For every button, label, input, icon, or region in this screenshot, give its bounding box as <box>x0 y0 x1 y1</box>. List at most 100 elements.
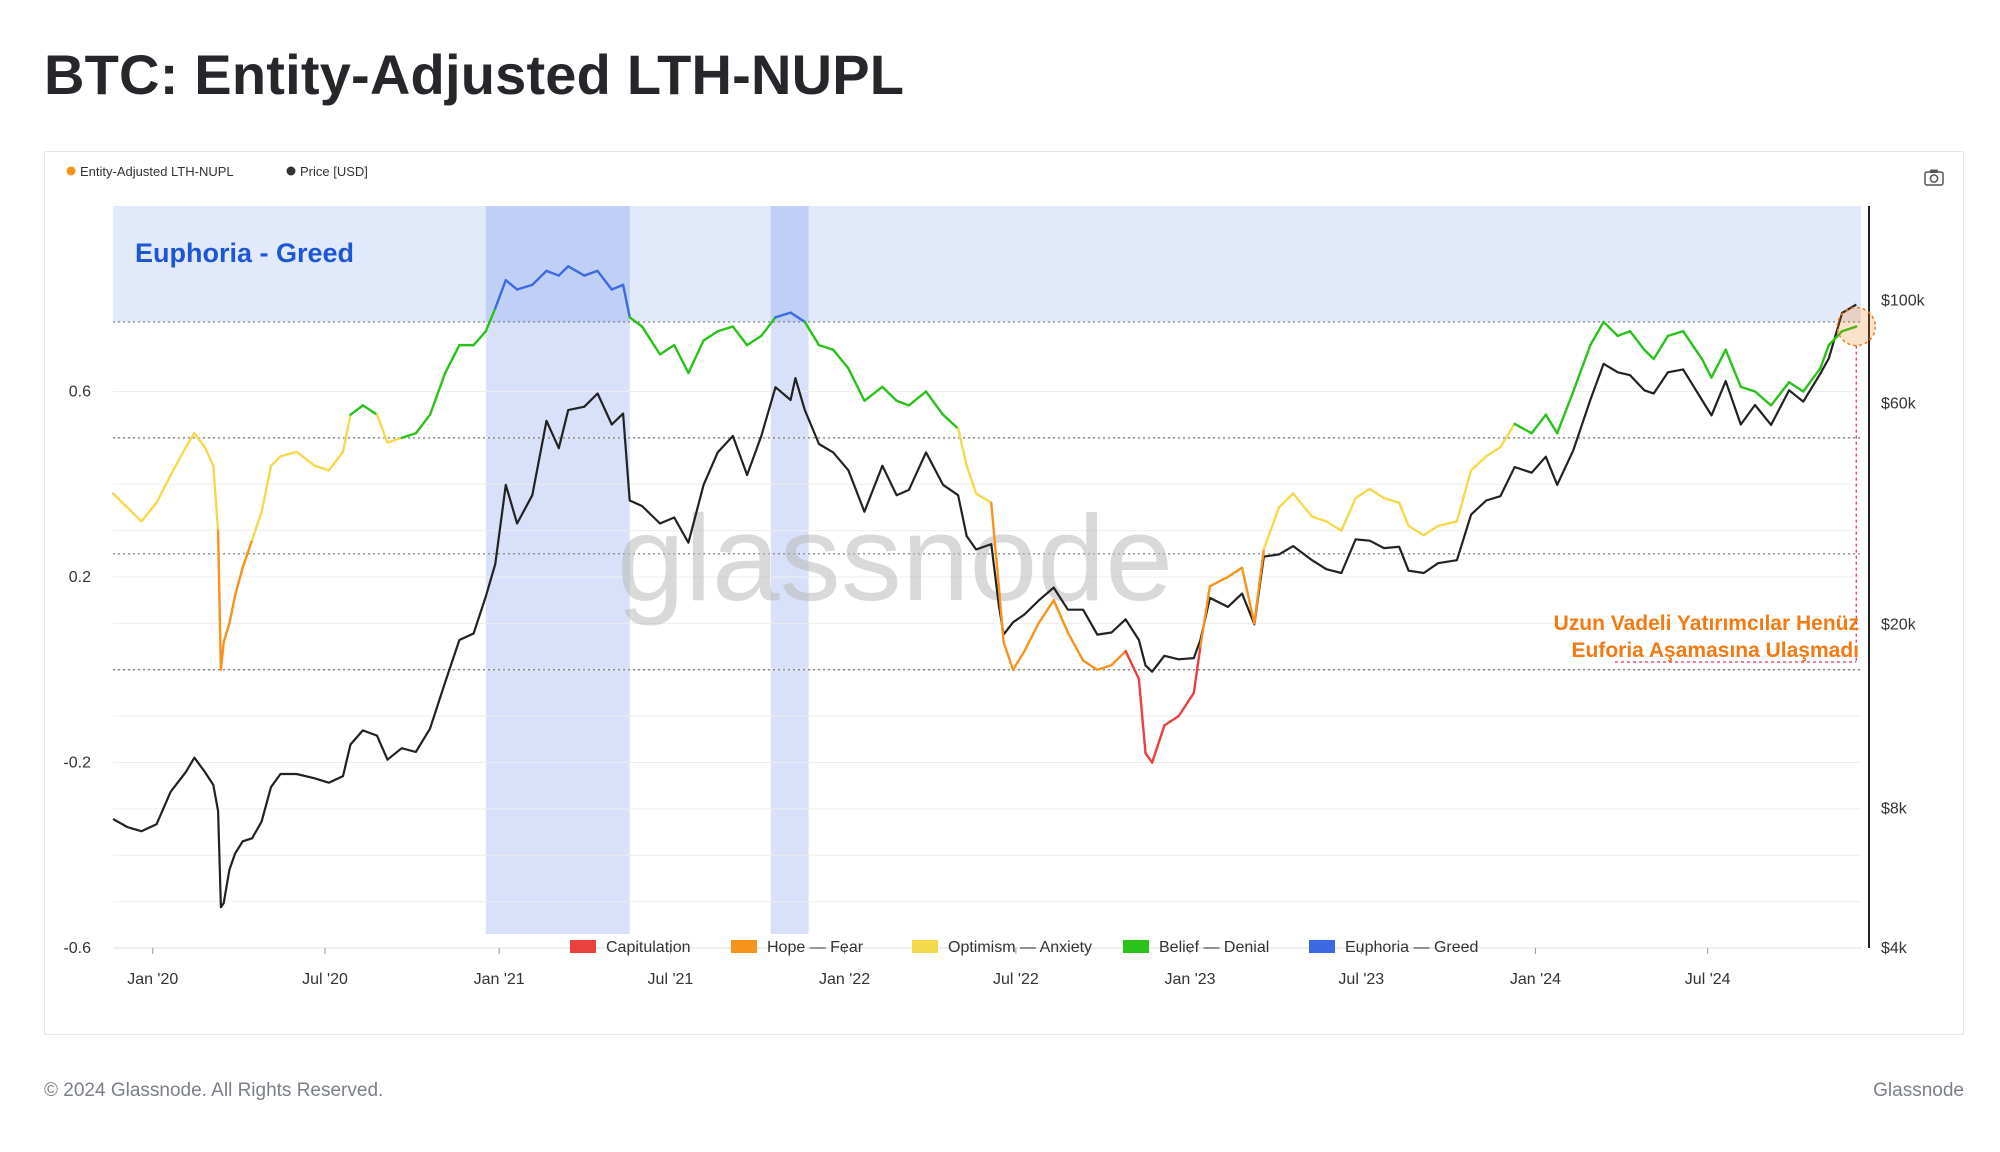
nupl-series-segment <box>295 450 316 467</box>
nupl-series-segment <box>1262 506 1281 551</box>
nupl-series-segment <box>1081 659 1099 671</box>
series-layer <box>111 265 1858 909</box>
nupl-series-segment <box>640 325 662 356</box>
nupl-series-segment <box>241 538 254 569</box>
nupl-series-segment <box>1739 385 1757 393</box>
nupl-series-segment <box>155 473 172 504</box>
nupl-series-segment <box>250 510 263 542</box>
nupl-series-segment <box>990 501 1001 588</box>
nupl-series-segment <box>1340 496 1357 532</box>
phase-legend-swatch <box>912 940 938 953</box>
lth-nupl-chart: Euphoria - Greed glassnode Jan '20 Jul '2… <box>63 164 1944 988</box>
nupl-series-segment <box>279 450 298 458</box>
nupl-series-segment <box>1199 585 1212 648</box>
nupl-series-segment <box>269 455 282 467</box>
nupl-series-segment <box>545 269 560 277</box>
nupl-series-segment <box>1163 714 1180 727</box>
x-tick-label: Jan '20 <box>127 971 178 988</box>
phase-legend-label: Euphoria — Greed <box>1345 939 1478 956</box>
euphoria-zone-band <box>113 206 1861 322</box>
nupl-series-segment <box>313 464 330 472</box>
nupl-series-segment <box>658 343 676 356</box>
nupl-series-segment <box>789 311 807 324</box>
nupl-series-segment <box>1628 330 1646 351</box>
nupl-series-segment <box>361 404 379 416</box>
euphoria-zone-label: Euphoria - Greed <box>135 238 354 268</box>
nupl-series-segment <box>1011 650 1026 671</box>
nupl-series-segment <box>1002 640 1015 671</box>
nupl-series-segment <box>1469 455 1488 472</box>
nupl-series-segment <box>1710 348 1727 379</box>
nupl-series-segment <box>832 348 850 370</box>
nupl-series-segment <box>628 316 644 328</box>
annotation-target-circle <box>1836 306 1877 347</box>
nupl-series-segment <box>974 492 993 504</box>
nupl-series-segment <box>1368 487 1386 500</box>
nupl-series-segment <box>924 390 945 416</box>
nupl-series-segment <box>212 464 220 532</box>
nupl-series-segment <box>1827 330 1844 347</box>
nupl-series-segment <box>1643 348 1655 361</box>
nupl-series-segment <box>1310 515 1328 523</box>
nupl-series-segment <box>515 283 534 291</box>
y-left-tick-label: 0.6 <box>69 384 91 401</box>
nupl-series-segment <box>1226 566 1244 579</box>
y-right-tick-label: $60k <box>1881 395 1917 412</box>
nupl-series-segment <box>1397 501 1410 528</box>
legend-layer: Entity-Adjusted LTH-NUPL Price [USD] Capit… <box>66 164 1478 956</box>
nupl-series-segment <box>216 529 223 671</box>
nupl-series-segment <box>1277 492 1295 509</box>
nupl-series-segment <box>621 283 631 319</box>
nupl-series-segment <box>504 278 519 291</box>
x-tick-label: Jul '24 <box>1685 971 1731 988</box>
nupl-series-segment <box>349 404 365 416</box>
nupl-series-segment <box>1192 645 1202 695</box>
x-tick-label: Jan '24 <box>1510 971 1561 988</box>
nupl-series-segment <box>228 594 237 625</box>
nupl-series-segment <box>386 436 403 444</box>
nupl-series-segment <box>687 339 705 375</box>
nupl-series-segment <box>428 371 447 416</box>
y-right-tick-label: $100k <box>1881 293 1926 310</box>
nupl-series-segment <box>596 269 613 291</box>
nupl-series-segment <box>327 450 345 472</box>
nupl-series-segment <box>1819 343 1831 370</box>
nupl-series-segment <box>169 445 188 477</box>
glassnode-watermark: glassnode <box>617 490 1173 626</box>
page-title: BTC: Entity-Adjusted LTH-NUPL <box>44 43 905 106</box>
x-tick-label: Jan '21 <box>474 971 525 988</box>
nupl-series-segment <box>1602 320 1619 338</box>
y-right-tick-label: $4k <box>1881 940 1908 957</box>
nupl-series-segment <box>907 390 928 407</box>
annotation-text-line: Uzun Vadeli Yatırımcılar Henüz <box>1554 612 1859 635</box>
nupl-series-segment <box>1572 343 1592 393</box>
nupl-series-segment <box>1485 445 1502 458</box>
nupl-series-segment <box>1240 566 1256 625</box>
brand-text: Glassnode <box>1873 1080 1964 1101</box>
nupl-series-segment <box>1382 496 1401 504</box>
phase-legend-label: Hope — Fear <box>767 939 864 956</box>
x-tick-label: Jul '21 <box>648 971 694 988</box>
nupl-series-segment <box>774 311 792 319</box>
nupl-series-segment <box>1556 390 1575 435</box>
nupl-series-segment <box>1124 650 1141 681</box>
nupl-series-segment <box>1144 752 1154 764</box>
nupl-series-segment <box>1753 390 1773 407</box>
camera-icon[interactable] <box>1924 169 1944 186</box>
nupl-series-segment <box>1513 422 1533 435</box>
copyright-text: © 2024 Glassnode. All Rights Reserved. <box>44 1080 384 1101</box>
axes-layer: Jan '20 Jul '20 Jan '21 Jul '21 Jan '22 Jul '… <box>63 206 1926 988</box>
nupl-series-segment <box>1787 381 1805 393</box>
nupl-series-segment <box>260 464 273 514</box>
nupl-series-segment <box>1499 422 1516 449</box>
legend-top-label: Entity-Adjusted LTH-NUPL <box>80 164 234 179</box>
nupl-series-segment <box>1177 691 1195 718</box>
nupl-series-segment <box>1589 320 1605 347</box>
x-tick-label: Jan '22 <box>819 971 870 988</box>
nupl-series-segment <box>941 413 960 430</box>
zone-layer: Euphoria - Greed <box>113 206 1861 934</box>
nupl-series-segment <box>1769 381 1791 407</box>
nupl-series-segment <box>414 413 432 435</box>
nupl-series-segment <box>1436 520 1459 528</box>
nupl-series-segment <box>472 330 488 347</box>
